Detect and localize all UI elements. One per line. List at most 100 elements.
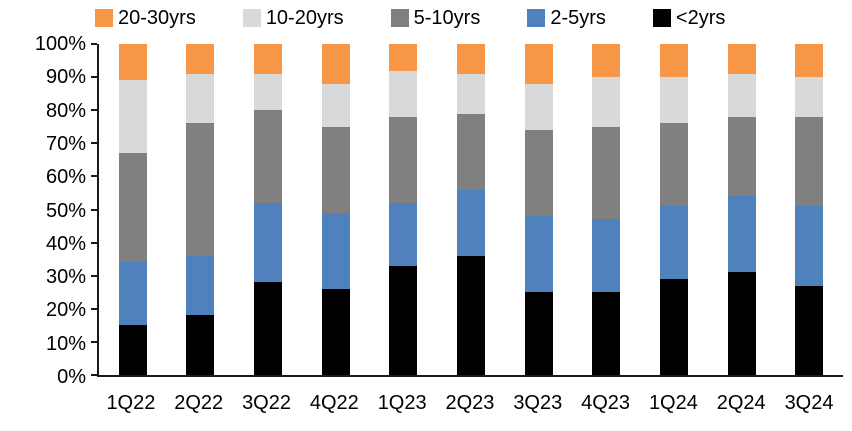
bar-stack: [727, 44, 756, 375]
bar-group: [640, 44, 708, 375]
legend-swatch-icon: [652, 9, 671, 27]
y-axis-tick-label: 40%: [45, 232, 86, 255]
bar-segment-20-30yrs: [254, 44, 283, 74]
legend-label: 20-30yrs: [118, 6, 196, 29]
bar-segment-5-10yrs: [727, 116, 756, 197]
plot-area: [91, 43, 843, 377]
bar-segment-2yrs: [659, 279, 688, 375]
bar-group: [572, 44, 640, 375]
x-axis-category-label: 4Q23: [581, 392, 631, 414]
y-axis-tick-label: 0%: [57, 366, 86, 388]
bar-stack: [795, 44, 824, 375]
y-axis-tick-label: 10%: [45, 332, 86, 355]
x-axis-category-label: 1Q23: [377, 392, 427, 414]
y-axis-tick-label: 100%: [34, 33, 86, 55]
x-axis-category-label: 1Q24: [648, 392, 698, 414]
y-axis-tick-mark: [91, 43, 97, 45]
bar-segment-2yrs: [389, 265, 418, 375]
bar-segment-20-30yrs: [524, 44, 553, 84]
bar-segment-20-30yrs: [659, 44, 688, 78]
bar-segment-5-10yrs: [186, 123, 215, 256]
x-axis-category-label: 3Q22: [242, 392, 291, 414]
legend-label: 5-10yrs: [413, 6, 481, 29]
legend-label: 10-20yrs: [265, 6, 344, 29]
bar-segment-2yrs: [795, 285, 824, 375]
y-axis-tick-label: 20%: [45, 299, 86, 322]
chart-legend: 20-30yrs 10-20yrs 5-10yrs 2-5yrs <2yrs: [95, 5, 725, 31]
bar-segment-2-5yrs: [321, 212, 350, 289]
legend-swatch-icon: [527, 9, 546, 27]
bar-stack: [186, 44, 215, 375]
bar-segment-2-5yrs: [186, 255, 215, 316]
legend-label: 2-5yrs: [550, 6, 606, 29]
bar-group: [437, 44, 505, 375]
y-axis-tick-mark: [91, 142, 97, 145]
bar-segment-20-30yrs: [457, 44, 486, 74]
y-axis-tick-mark: [91, 374, 97, 376]
bar-segment-2-5yrs: [727, 196, 756, 273]
legend-swatch-icon: [95, 9, 113, 27]
x-axis-category-label: 2Q24: [716, 392, 766, 414]
bar-segment-2yrs: [457, 255, 486, 375]
legend-label: <2yrs: [675, 6, 726, 29]
bar-segment-2yrs: [727, 272, 756, 375]
y-axis-tick-mark: [91, 175, 97, 178]
legend-swatch-icon: [242, 9, 261, 27]
bar-stack: [254, 44, 283, 375]
bar-group: [370, 44, 438, 375]
legend-item: <2yrs: [652, 6, 726, 30]
bar-segment-5-10yrs: [118, 153, 147, 263]
bar-stack: [524, 44, 553, 375]
bar-segment-10-20yrs: [118, 80, 147, 154]
bar-segment-2-5yrs: [524, 216, 553, 293]
y-axis-tick-label: 70%: [45, 132, 86, 155]
bar-segment-2yrs: [321, 288, 350, 375]
bar-group: [775, 44, 843, 375]
bar-segment-2-5yrs: [592, 219, 621, 293]
x-axis-category-label: 3Q24: [784, 392, 834, 414]
bar-segment-20-30yrs: [389, 44, 418, 71]
bar-group: [167, 44, 235, 375]
bars-container: [99, 44, 843, 375]
bar-segment-2-5yrs: [254, 202, 283, 283]
legend-item: 10-20yrs: [242, 6, 344, 30]
bar-segment-5-10yrs: [254, 110, 283, 203]
bar-segment-2yrs: [186, 315, 215, 375]
y-axis-tick-label: 60%: [45, 166, 86, 189]
bar-stack: [457, 44, 486, 375]
legend-item: 2-5yrs: [527, 7, 606, 30]
bar-segment-10-20yrs: [389, 70, 418, 117]
bar-segment-2yrs: [118, 325, 147, 375]
y-axis-tick-mark: [91, 109, 97, 112]
bar-segment-5-10yrs: [389, 116, 418, 203]
bar-segment-10-20yrs: [321, 83, 350, 127]
y-axis-tick-mark: [91, 208, 97, 211]
bar-segment-10-20yrs: [254, 73, 283, 111]
bar-segment-2yrs: [254, 282, 283, 375]
bar-segment-10-20yrs: [727, 73, 756, 117]
bar-segment-20-30yrs: [795, 44, 824, 78]
bar-segment-2yrs: [524, 292, 553, 375]
bar-stack: [659, 44, 688, 375]
y-axis-tick-mark: [91, 76, 97, 79]
bar-segment-5-10yrs: [321, 126, 350, 213]
x-axis-category-label: 2Q23: [445, 392, 495, 414]
legend-item: 5-10yrs: [390, 6, 481, 30]
bar-segment-2yrs: [592, 292, 621, 375]
bar-group: [234, 44, 302, 375]
bar-group: [99, 44, 167, 375]
y-axis: 0% 10% 20% 30% 40% 50% 60% 70% 80% 90% 100%: [0, 34, 86, 387]
bar-segment-10-20yrs: [592, 77, 621, 127]
bar-segment-5-10yrs: [795, 116, 824, 207]
bar-segment-10-20yrs: [186, 73, 215, 124]
bar-segment-20-30yrs: [186, 44, 215, 74]
bar-segment-5-10yrs: [524, 130, 553, 217]
bar-segment-20-30yrs: [321, 44, 350, 84]
x-axis: 1Q22 2Q22 3Q22 4Q22 1Q23 2Q23 3Q23 4Q23 1Q24 2Q24…: [97, 392, 843, 415]
bar-segment-20-30yrs: [592, 44, 621, 78]
y-axis-tick-label: 80%: [45, 99, 86, 122]
bar-stack: [592, 44, 621, 375]
x-axis-category-label: 1Q22: [106, 392, 156, 414]
bar-segment-10-20yrs: [524, 83, 553, 131]
